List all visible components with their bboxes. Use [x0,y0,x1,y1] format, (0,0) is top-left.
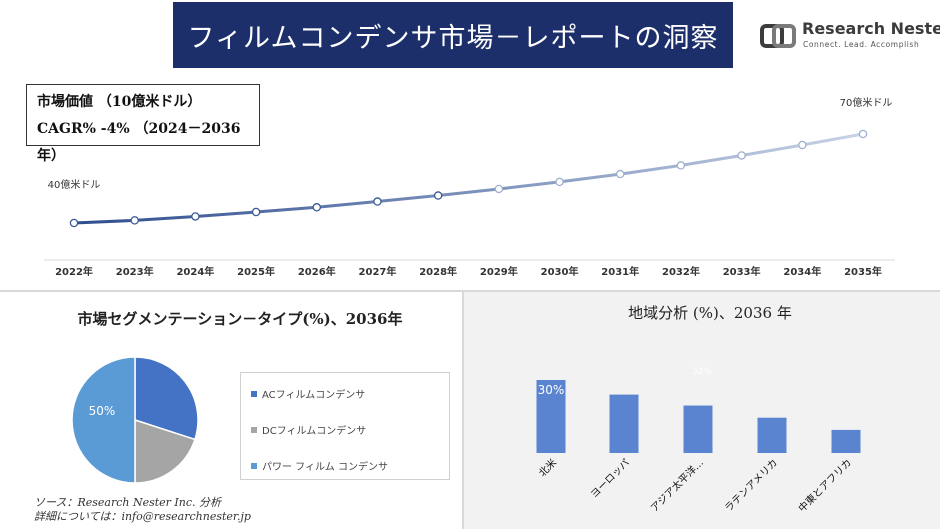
data-point [373,197,382,206]
region-chart-title: 地域分析 (%)、2036 年 [628,304,792,322]
bar-data-label: 30% [538,383,565,397]
data-point [555,177,564,187]
report-title-banner: フィルムコンデンサ市場－レポートの洞察 [173,2,733,68]
region-category-label: ラテンアメリカ [722,457,780,515]
region-category-label: アジア太平洋… [648,456,706,514]
data-point [130,216,139,225]
source-line: ソース：Research Nester Inc. 分析 [34,496,222,509]
region-bar-chart: 北米 30% ヨーロッパ アジア太平洋… ラテンアメリカ 中東とアフリカ 32% [536,367,861,515]
x-tick-label: 2028年 [419,265,457,278]
region-bar [757,417,787,453]
x-tick-label: 2029年 [480,265,518,278]
legend-item-ac: ACフィルムコンデンサ [251,386,365,401]
source-note: ソース：Research Nester Inc. 分析 詳細については：info… [34,496,251,524]
panel-divider [462,292,464,529]
x-tick-label: 2026年 [298,265,336,278]
region-bar [683,405,713,453]
data-point [858,129,868,139]
x-tick-label: 2027年 [359,265,397,278]
section-divider [0,290,940,292]
logo-tagline: Connect. Lead. Accomplish [803,40,920,49]
market-value-line-chart: 2022年 2023年 2024年 2025年 2026年 2027年 2028年 2029年… [44,96,895,278]
data-point [251,207,261,217]
region-category-label: 北米 [536,456,559,479]
legend-label-power: パワー フィルム コンデンサ [262,462,388,473]
cagr-text: CAGR% -4% （2024－2036年） [37,121,241,164]
x-tick-label: 2024年 [176,265,214,278]
pie-slice-ac [134,356,199,441]
data-point [69,218,79,228]
legend-swatch-ac [251,390,257,397]
x-tick-label: 2033年 [723,265,761,278]
x-tick-label: 2023年 [116,265,154,278]
report-title: フィルムコンデンサ市場－レポートの洞察 [187,22,719,54]
start-value-label: 40億米ドル [48,178,101,191]
pie-slice-power [71,356,136,484]
pie-data-label: 50% [89,404,116,418]
type-pie-chart: 50% [71,356,199,484]
legend-item-dc: DCフィルムコンデンサ [251,422,366,437]
region-bar [831,429,861,453]
data-point [798,140,807,150]
region-category-label: ヨーロッパ [588,457,632,501]
market-value-heading: 市場価値 （10億米ドル） [37,94,202,110]
logo-name: Research Nester [802,19,940,38]
region-category-label: 中東とアフリカ [795,456,854,515]
x-tick-label: 2034年 [783,265,821,278]
data-point [737,151,746,160]
segment-chart-title: 市場セグメンテーション－タイプ(%)、2036年 [77,310,403,328]
pie-legend: ACフィルムコンデンサ DCフィルムコンデンサ パワー フィルム コンデンサ [240,372,450,480]
legend-label-ac: ACフィルムコンデンサ [262,390,366,401]
region-bar [609,394,639,453]
x-tick-label: 2032年 [662,265,700,278]
pie-slice-dc [134,418,196,484]
legend-swatch-power [251,462,257,469]
data-point [615,169,625,179]
legend-label-dc: DCフィルムコンデンサ [262,426,367,437]
data-point [191,212,200,221]
contact-line: 詳細については：info@researchnester.jp [34,510,251,523]
x-tick-label: 2031年 [601,265,639,278]
x-tick-label: 2025年 [237,265,275,278]
data-point [676,161,686,170]
research-nester-logo: Research Nester Connect. Lead. Accomplis… [760,18,940,58]
x-tick-label: 2030年 [541,265,579,278]
region-bar [536,380,566,453]
x-tick-label: 2035年 [844,265,882,278]
data-point [312,203,322,212]
x-tick-label: 2022年 [55,265,93,278]
market-info-box: 市場価値 （10億米ドル） CAGR% -4% （2024－2036年） [26,84,260,164]
value-line [73,132,864,225]
end-value-label: 70億米ドル [840,96,893,109]
legend-swatch-dc [251,426,257,433]
data-point [494,184,504,194]
logo-mark-icon [760,24,796,48]
legend-item-power: パワー フィルム コンデンサ [251,458,388,473]
bar-ghost-label: 32% [692,367,712,377]
data-point [433,191,443,200]
